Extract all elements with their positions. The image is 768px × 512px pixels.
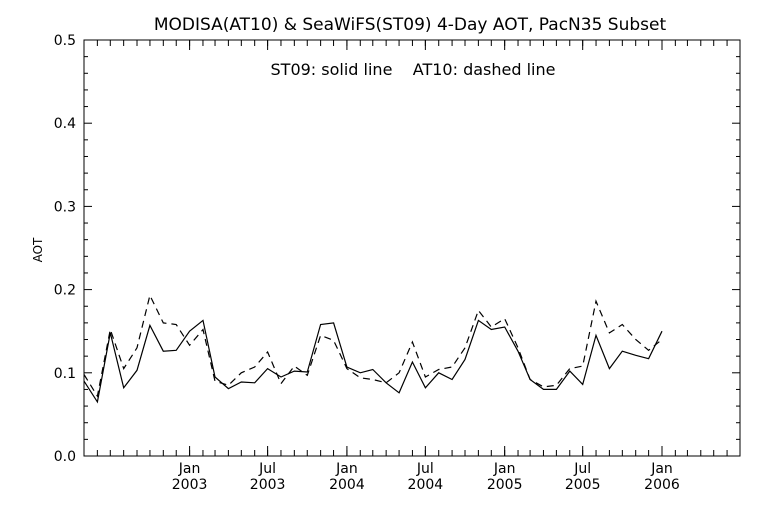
y-tick-label: 0.4 — [54, 116, 76, 132]
series-line-st09 — [83, 319, 663, 404]
x-tick-label-year: 2004 — [329, 477, 365, 493]
x-tick-label-month: Jul — [416, 461, 434, 477]
x-tick-label-year: 2005 — [487, 477, 523, 493]
x-tick-label-year: 2003 — [250, 477, 286, 493]
series-layer — [83, 293, 663, 404]
line-style-annotation: ST09: solid line AT10: dashed line — [271, 60, 556, 79]
x-tick-label-year: 2003 — [172, 477, 208, 493]
x-tick-label-year: 2004 — [408, 477, 444, 493]
y-tick-label: 0.5 — [54, 33, 76, 49]
series-line-at10 — [83, 293, 663, 398]
x-tick-label-month: Jan — [493, 461, 516, 477]
y-tick-label: 0.1 — [54, 366, 76, 382]
x-tick-label-month: Jul — [258, 461, 276, 477]
y-axis-ticks: 0.0 0.1 0.2 0.3 0.4 0.5 — [54, 33, 740, 465]
x-tick-label-month: Jan — [178, 461, 201, 477]
y-tick-label: 0.3 — [54, 199, 76, 215]
y-axis-label: AOT — [31, 237, 45, 262]
chart-title: MODISA(AT10) & SeaWiFS(ST09) 4-Day AOT, … — [154, 15, 667, 35]
x-tick-label-year: 2005 — [565, 477, 601, 493]
y-tick-label: 0.0 — [54, 449, 76, 465]
x-tick-label-month: Jul — [573, 461, 591, 477]
y-tick-label: 0.2 — [54, 283, 76, 299]
x-axis-ticks: Jan2003Jul2003Jan2004Jul2004Jan2005Jul20… — [96, 40, 728, 493]
x-tick-label-month: Jan — [335, 461, 358, 477]
plot-frame — [83, 39, 741, 457]
x-tick-label-month: Jan — [650, 461, 673, 477]
x-tick-label-year: 2006 — [644, 477, 680, 493]
